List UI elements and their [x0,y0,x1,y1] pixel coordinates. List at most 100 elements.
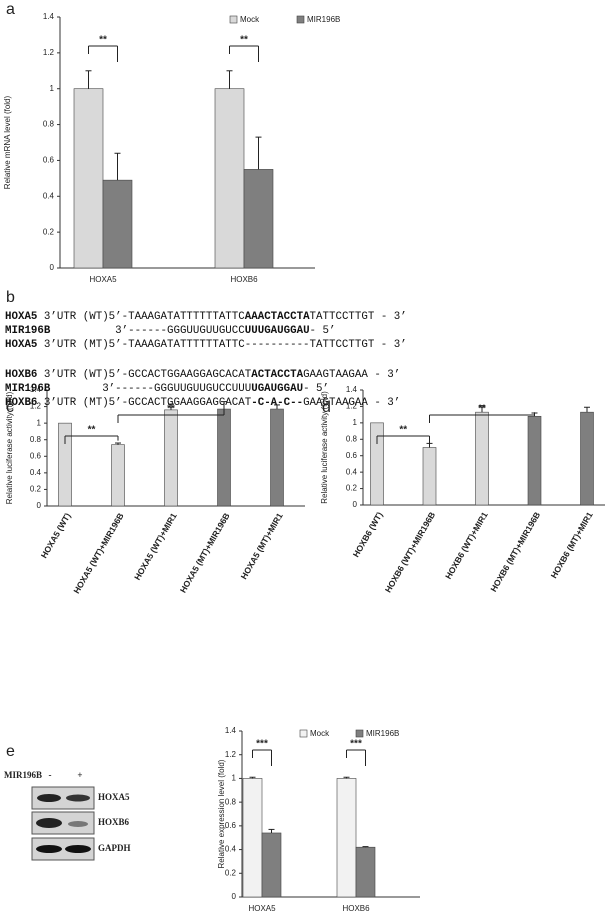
sequence-segment: 3’UTR (WT)5’-GCCACTGGAAGGAGCACAT [37,369,252,381]
bar [336,778,357,898]
blot-band-label: HOXB6 [98,817,130,827]
panel-label: a [6,1,15,18]
y-tick-label: 0.6 [43,156,55,165]
bar [102,179,133,269]
x-tick-label: HOXA5 (MT)+MIR196B [178,511,232,594]
y-axis-label: Relative luciferase activity (fold) [320,391,329,504]
y-axis-label: Relative luciferase activity (fold) [5,391,14,504]
sequence-line: HOXA5 3’UTR (MT)5’-TAAAGATATTTTTTATTC---… [5,338,407,352]
sequence-line: MIR196B 3’------GGGUUGUUGUCCUUUUGAUGGAU-… [5,382,407,396]
blot-band [65,845,91,853]
sequence-segment: 3’UTR (MT)5’-TAAAGATATTTTTTATTC---------… [37,339,407,351]
sequence-segment: AAACTACCTA [244,311,310,323]
y-tick-label: 0.2 [43,227,55,236]
sequence-segment: 3’------GGGUUGUUGUCC [50,325,245,337]
sequence-segment: MIR196B [5,383,51,395]
y-tick-label: 0.4 [346,467,358,476]
blot-band [36,818,62,828]
significance: *** [256,739,268,750]
y-tick-label: 0.2 [225,868,237,877]
y-tick-label: 1 [353,418,358,427]
y-tick-label: 0.6 [30,451,42,460]
bar [242,778,263,898]
y-tick-label: 1.2 [43,48,55,57]
sequence-segment: HOXA5 [5,311,38,323]
sequence-segment: UGAUGGAU [251,383,304,395]
y-tick-label: 1.4 [30,385,42,394]
panel-label: d [322,399,331,416]
x-tick-label: HOXA5 (WT)+MIR196B [71,511,125,595]
sequence-segment: UUUGAUGGAU [244,325,310,337]
sequence-segment: GAAGTAAGAA - 3’ [303,369,401,381]
significance: ** [478,404,486,415]
legend-label: Mock [310,729,330,738]
sequence-segment: TATTCCTTGT - 3’ [309,311,407,323]
y-tick-label: 1.4 [43,12,55,21]
y-tick-label: 0.6 [346,451,358,460]
bar [355,846,376,898]
significance: ** [99,35,107,46]
bar [164,409,178,507]
sequence-segment: 3’UTR (WT)5’-TAAAGATATTTTTTATTC [37,311,245,323]
y-tick-label: 0.8 [30,435,42,444]
bar [370,422,384,506]
y-axis-label: Relative mRNA level (fold) [3,95,12,189]
y-tick-label: 0.8 [43,120,55,129]
legend-label: Mock [240,15,260,24]
legend-swatch [299,729,308,738]
blot-lane: + [77,770,82,780]
legend-swatch [229,15,238,24]
significance: ** [240,35,248,46]
blot-band [66,794,90,802]
sequence-line: HOXA5 3’UTR (WT)5’-TAAAGATATTTTTTATTCAAA… [5,310,407,324]
y-tick-label: 1.2 [346,402,358,411]
x-tick-label: HOXB6 [342,904,370,913]
blot-strip [31,786,95,810]
y-tick-label: 0 [353,500,358,509]
y-tick-label: 1.2 [225,750,237,759]
panel-label: e [6,743,15,760]
blot-strip [31,837,95,861]
sequence-segment: HOXB6 [5,397,38,409]
sequence-segment: 3’------GGGUUGUUGUCCUUU [50,383,252,395]
y-tick-label: 0.4 [30,468,42,477]
x-tick-label: HOXB6 (WT) [351,510,385,559]
y-tick-label: 0 [50,263,55,272]
blot-strip [31,811,95,835]
sequence-segment: MIR196B [5,325,51,337]
sequence-segment: - 5’ [309,325,336,337]
y-tick-label: 0.6 [225,821,237,830]
y-tick-label: 0.8 [225,797,237,806]
sequence-line: MIR196B 3’------GGGUUGUUGUCCUUUGAUGGAU- … [5,324,407,338]
sequence-line: HOXB6 3’UTR (MT)5’-GCCACTGGAAGGAGCACAT-C… [5,396,407,410]
sequence-segment: HOXA5 [5,339,38,351]
bar [475,411,489,506]
bar [243,169,274,269]
significance: ** [399,425,407,436]
x-tick-label: HOXB6 (MT)+MIR1 [549,510,595,580]
legend-label: MIR196B [366,729,399,738]
y-tick-label: 1.2 [30,402,42,411]
x-tick-label: HOXA5 (MT)+MIR1 [239,511,285,581]
bar [73,88,104,269]
y-tick-label: 0.2 [30,485,42,494]
panel-label: b [6,289,15,306]
legend-swatch [355,729,364,738]
y-tick-label: 1 [232,774,237,783]
y-axis-label: Relative expression level (fold) [217,759,226,868]
blot-treatment: MIR196B [4,770,42,780]
legend-swatch [296,15,305,24]
legend-label: MIR196B [307,15,340,24]
sequence-segment: - 5’ [303,383,329,395]
significance: ** [167,404,175,415]
x-tick-label: HOXA5 (WT) [39,511,73,560]
sequence-line: HOXB6 3’UTR (WT)5’-GCCACTGGAAGGAGCACATAC… [5,368,407,382]
bar [217,408,231,507]
x-tick-label: HOXB6 (WT)+MIR1 [443,510,490,581]
y-tick-label: 1 [50,84,55,93]
y-tick-label: 0 [232,892,237,901]
y-tick-label: 1.4 [346,385,358,394]
x-tick-label: HOXB6 [230,275,258,284]
